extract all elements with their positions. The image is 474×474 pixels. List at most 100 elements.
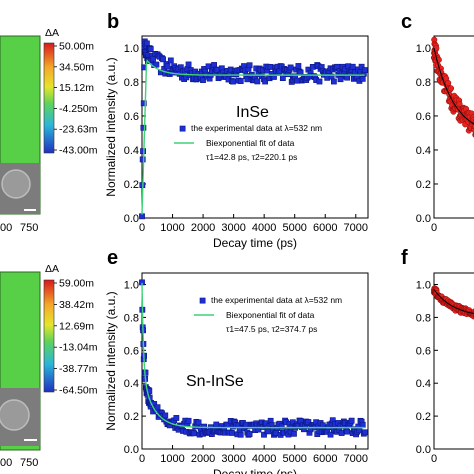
data-point: [316, 78, 323, 85]
y-tick-label: 1.0: [416, 280, 431, 292]
chart-b-insE-decay: 0.0 0.2 0.4 0.6 0.8 1.0 0 1000 2000 3000 4000 5000 6…: [104, 35, 369, 250]
x-tick-label: 750: [20, 457, 38, 469]
x-axis-label: Decay time (ps): [213, 236, 297, 250]
heatmap-panel-bottom: ΔA 59.00m 38.42m 12.69m -13.04m -38.77m -64.5…: [0, 263, 98, 469]
data-point: [271, 74, 277, 80]
data-point: [246, 62, 253, 69]
x-tick-label: 6000: [313, 222, 337, 234]
colorbar-tick-label: -13.04m: [59, 342, 98, 354]
data-point: [330, 78, 337, 85]
colorbar-tick-label: 12.69m: [59, 320, 94, 332]
y-tick-label: 0.2: [124, 411, 139, 423]
data-point: [262, 78, 269, 85]
data-point: [362, 429, 368, 436]
y-tick-label: 0.8: [124, 312, 139, 324]
fit-line: [433, 289, 474, 315]
heatmap-frame: [0, 271, 41, 451]
y-tick-label: 0.4: [416, 378, 431, 390]
colorbar-tick-label: 34.50m: [59, 61, 94, 73]
x-axis-label: Decay time (ps): [213, 467, 297, 474]
y-tick-label: 0.0: [124, 444, 139, 456]
x-tick-label: 1000: [160, 222, 184, 234]
colorbar: [43, 279, 55, 393]
y-tick-label: 0.8: [416, 312, 431, 324]
y-tick-label: 0.0: [416, 213, 431, 225]
x-tick-label: 0: [139, 222, 145, 234]
panel-label-f: f: [401, 247, 408, 269]
data-point: [200, 77, 206, 83]
colorbar-ticks: 59.00m 38.42m 12.69m -13.04m -38.77m -64.50m: [54, 278, 98, 397]
data-point: [213, 421, 220, 428]
data-point: [261, 431, 267, 438]
y-tick-label: 0.6: [124, 345, 139, 357]
x-tick-label: 6000: [313, 453, 337, 465]
colorbar-tick-label: -23.63m: [59, 124, 98, 136]
colorbar-title: ΔA: [45, 27, 59, 39]
data-point: [291, 430, 297, 437]
legend-marker: [199, 297, 206, 304]
data-point: [254, 78, 261, 85]
data-point: [195, 419, 202, 426]
x-tick-label: 7000: [344, 453, 368, 465]
data-point: [327, 431, 334, 438]
colorbar-title: ΔA: [45, 263, 59, 275]
scale-bar: [24, 439, 37, 441]
data-point: [201, 423, 207, 430]
data-point: [160, 56, 166, 63]
data-point: [362, 67, 368, 73]
y-tick-label: 1.0: [124, 280, 139, 292]
inset-disk: [1, 169, 31, 199]
x-tick-label: 1000: [160, 453, 184, 465]
x-tick-label: 750: [20, 222, 38, 234]
data-point: [143, 40, 150, 47]
data-point: [162, 412, 169, 419]
data-point: [348, 417, 355, 424]
data-point: [237, 431, 244, 438]
legend-marker: [179, 125, 186, 132]
data-point: [287, 64, 294, 71]
chart-f-partial: 0.0 0.2 0.4 0.6 0.8 1.0 0: [416, 272, 474, 465]
colorbar-tick-label: -4.250m: [59, 103, 98, 115]
data-point: [244, 76, 251, 83]
y-tick-label: 1.0: [416, 43, 431, 55]
y-tick-label: 0.4: [124, 378, 139, 390]
y-tick-label: 0.6: [416, 111, 431, 123]
colorbar-tick-label: -38.77m: [59, 363, 98, 375]
y-tick-label: 0.4: [416, 145, 431, 157]
panel-label-e: e: [107, 247, 118, 269]
data-point: [305, 419, 312, 425]
data-point: [230, 78, 236, 85]
colorbar-ticks: 50.00m 34.50m 15.12m -4.250m -23.63m -43.00m: [54, 41, 98, 157]
data-point: [349, 63, 356, 70]
data-point: [344, 428, 351, 435]
colorbar-tick-label: 59.00m: [59, 278, 94, 290]
y-tick-label: 0.2: [124, 179, 139, 191]
y-axis-label: Normalized intensity (a.u.): [104, 57, 118, 196]
x-tick-label: 00: [0, 457, 12, 469]
data-point: [337, 76, 344, 83]
data-point: [237, 78, 244, 84]
x-tick-label: 7000: [344, 222, 368, 234]
legend-params: τ1=42.8 ps, τ2=220.1 ps: [206, 152, 297, 162]
data-point: [456, 100, 463, 107]
fit-line: [433, 47, 474, 125]
heatmap-panel-top: ΔA 50.00m 34.50m 15.12m -4.250m -23.63m -43.0…: [0, 27, 98, 234]
data-point: [447, 85, 455, 92]
data-point: [164, 63, 171, 70]
legend-label: Biexponential fit of data: [206, 138, 295, 148]
colorbar-tick-label: -64.50m: [59, 385, 98, 397]
plot-frame: [433, 35, 474, 219]
data-point: [278, 423, 285, 430]
y-tick-label: 0.4: [124, 145, 139, 157]
data-point: [359, 75, 366, 82]
x-tick-label: 3000: [221, 453, 245, 465]
inset-disk: [0, 399, 30, 431]
fit-line: [141, 59, 365, 215]
colorbar-tick-label: 15.12m: [59, 82, 94, 94]
legend-params: τ1=47.5 ps, τ2=374.7 ps: [226, 324, 317, 334]
y-tick-label: 0.0: [416, 444, 431, 456]
data-point: [147, 46, 154, 52]
x-tick-label: 5000: [282, 453, 306, 465]
scale-bar: [24, 209, 36, 211]
y-tick-label: 0.6: [416, 345, 431, 357]
